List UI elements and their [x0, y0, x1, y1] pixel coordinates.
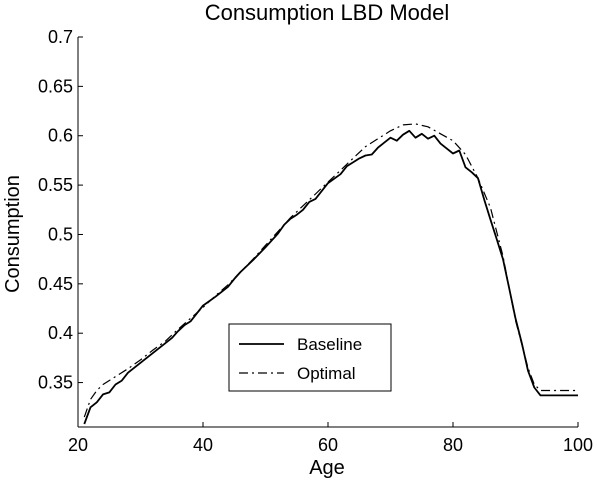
x-tick-label: 80 — [443, 435, 463, 455]
y-tick-label: 0.55 — [38, 175, 73, 195]
x-axis-label: Age — [309, 457, 345, 479]
series-lines — [83, 123, 578, 425]
y-tick-label: 0.5 — [48, 224, 73, 244]
x-tick-label: 60 — [318, 435, 338, 455]
y-tick-label: 0.7 — [48, 27, 73, 47]
x-tick-label: 20 — [68, 435, 88, 455]
y-tick-label: 0.4 — [48, 323, 73, 343]
y-tick-label: 0.45 — [38, 274, 73, 294]
series-line-optimal — [83, 123, 578, 418]
legend-box — [228, 323, 392, 392]
y-axis-label: Consumption — [2, 175, 24, 293]
chart-title: Consumption LBD Model — [205, 0, 450, 25]
y-tick-label: 0.35 — [38, 373, 73, 393]
legend: Baseline Optimal — [228, 323, 392, 392]
x-tick-label: 100 — [563, 435, 593, 455]
y-tick-label: 0.65 — [38, 76, 73, 96]
ticks: 20 40 60 80 100 0.35 0.4 0.45 0.5 0.55 0.6 0.65 0.7 — [38, 27, 593, 455]
y-tick-label: 0.6 — [48, 126, 73, 146]
legend-label-baseline: Baseline — [297, 335, 362, 354]
series-line-baseline — [83, 129, 578, 425]
legend-label-optimal: Optimal — [297, 364, 356, 383]
x-tick-label: 40 — [193, 435, 213, 455]
